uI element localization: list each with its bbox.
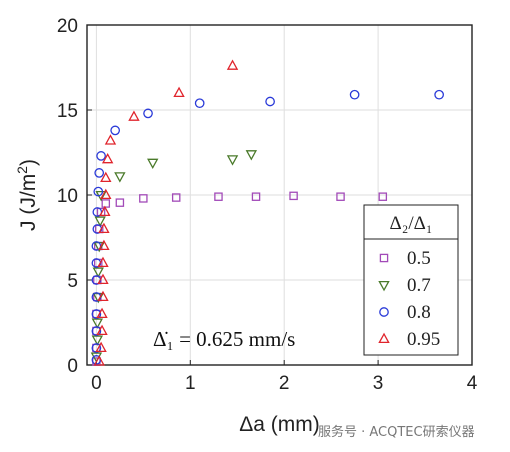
watermark-text: 服务号 · ACQTEC研索仪器 [318, 424, 475, 440]
legend-marker [379, 307, 389, 317]
data-point [289, 191, 298, 201]
x-tick-label: 4 [467, 373, 478, 394]
data-point [96, 324, 108, 336]
data-point [378, 192, 388, 201]
data-point [94, 168, 105, 178]
data-point [173, 86, 185, 98]
legend-label: 0.8 [407, 302, 431, 323]
data-point [99, 205, 111, 217]
data-point [96, 307, 108, 319]
data-point [91, 343, 102, 353]
series-0-95 [93, 59, 239, 366]
axis-ticks: 0 1 2 3 4 0 5 10 15 20 [57, 16, 478, 394]
data-point [349, 89, 360, 100]
data-point [434, 89, 444, 100]
data-point [336, 192, 345, 201]
data-point [97, 256, 109, 268]
data-points [90, 59, 444, 366]
data-point [101, 152, 114, 164]
data-point [251, 192, 261, 201]
data-point [114, 172, 126, 183]
x-tick-label: 3 [373, 373, 384, 394]
x-tick-label: 1 [185, 373, 196, 394]
data-point [128, 110, 140, 121]
data-point [97, 273, 109, 285]
data-point [110, 125, 121, 136]
data-point [91, 318, 104, 329]
data-point [101, 199, 111, 208]
y-tick-label: 0 [67, 356, 78, 377]
legend-marker [378, 332, 390, 344]
y-tick-label: 5 [67, 271, 78, 292]
legend: Δ₂/Δ₁ 0.5 0.7 0.8 0.95 [363, 204, 459, 356]
data-point [92, 267, 104, 278]
data-point [265, 96, 275, 107]
data-point [100, 188, 112, 200]
data-point [95, 341, 107, 353]
data-point [115, 198, 125, 207]
data-point [91, 335, 104, 346]
data-point [147, 158, 159, 170]
legend-label: 0.5 [407, 248, 431, 269]
data-point [194, 98, 205, 109]
y-tick-label: 20 [57, 16, 78, 37]
data-point [214, 192, 223, 201]
y-tick-label: 10 [57, 186, 78, 207]
legend-marker [379, 253, 389, 263]
data-point [91, 326, 102, 336]
data-point [139, 194, 148, 203]
data-point [96, 151, 106, 161]
data-point [97, 290, 109, 302]
x-axis-label: Δa (mm) [239, 413, 320, 436]
data-point [98, 222, 110, 234]
data-point [91, 309, 102, 319]
x-tick-label: 2 [279, 373, 290, 394]
data-point [93, 355, 105, 366]
data-point [226, 155, 239, 166]
legend-items: 0.5 0.7 0.8 0.95 [378, 248, 440, 350]
data-point [94, 216, 106, 227]
y-tick-label: 15 [57, 101, 78, 122]
legend-marker [378, 280, 390, 292]
data-point [98, 239, 110, 251]
data-point [104, 134, 117, 145]
rate-annotation: Δ̇₁ = 0.625 mm/s [153, 327, 295, 351]
data-point [171, 193, 181, 202]
data-point [226, 59, 239, 70]
x-tick-label: 0 [91, 373, 102, 394]
legend-label: 0.95 [407, 329, 440, 350]
legend-label: 0.7 [407, 275, 431, 296]
data-point [100, 171, 112, 183]
legend-title: Δ₂/Δ₁ [390, 213, 433, 234]
data-point [245, 150, 258, 161]
legend-box [363, 204, 459, 356]
y-axis-label: J (J/m2) [14, 159, 40, 231]
data-point [93, 186, 104, 197]
data-point [143, 108, 153, 119]
